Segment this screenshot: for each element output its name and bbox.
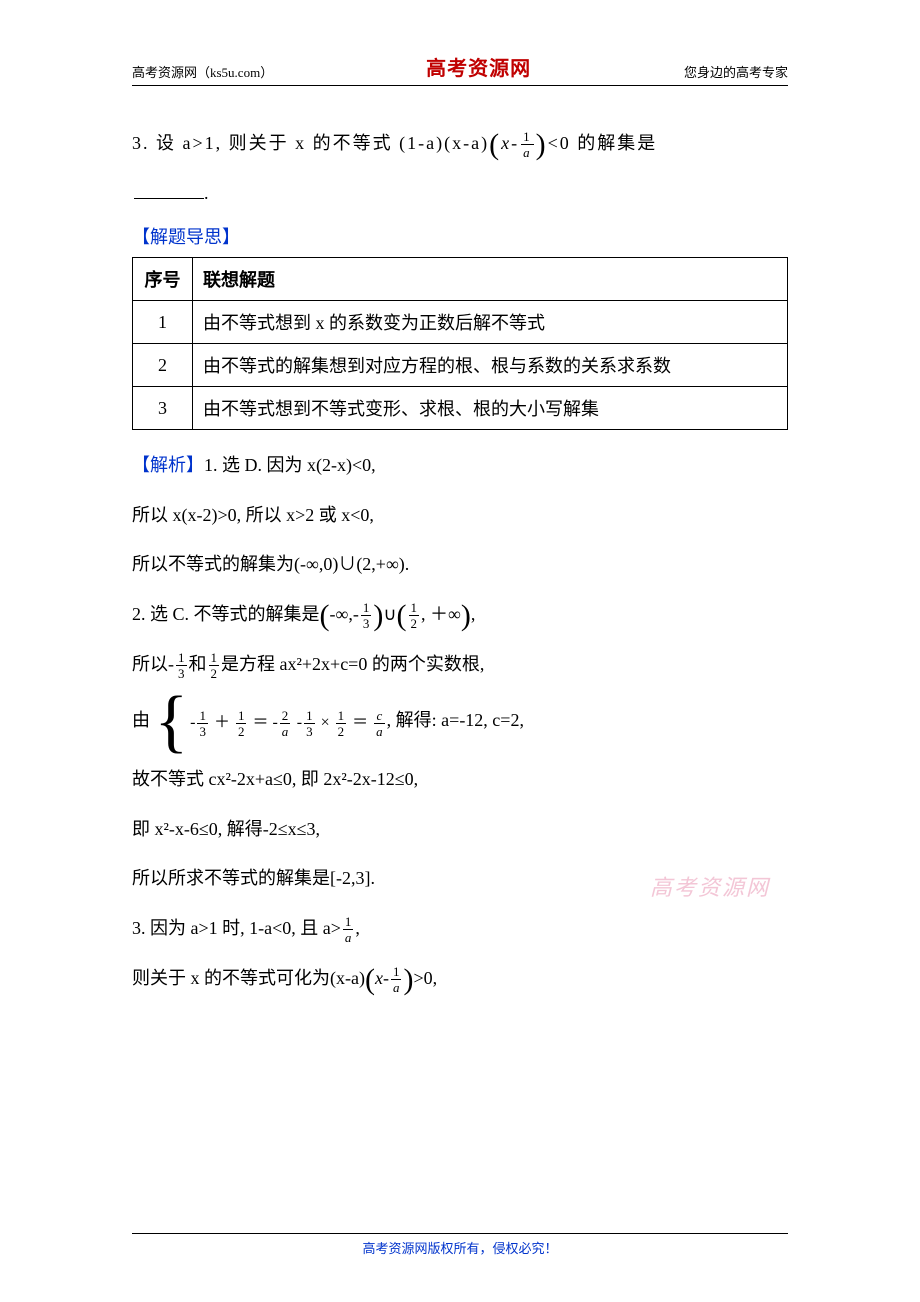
table-row: 3 由不等式想到不等式变形、求根、根的大小写解集 <box>133 387 788 430</box>
solution-1b: 所以 x(x-2)>0, 所以 x>2 或 x<0, <box>132 496 788 536</box>
sol3a-pre: 3. 因为 a>1 时, 1-a<0, 且 a> <box>132 918 341 938</box>
page-footer: 高考资源网版权所有，侵权必究！ <box>132 1233 788 1258</box>
left-brace-icon: { <box>155 694 189 750</box>
table-row: 序号 联想解题 <box>133 258 788 301</box>
sol3b-post: >0, <box>413 968 437 988</box>
left-paren-icon: ( <box>397 599 407 632</box>
hint-num: 3 <box>133 387 193 430</box>
solution-2d: 故不等式 cx²-2x+a≤0, 即 2x²-2x-12≤0, <box>132 760 788 800</box>
hint-text: 由不等式想到 x 的系数变为正数后解不等式 <box>193 301 788 344</box>
sol2b-mid: 和 <box>189 654 207 674</box>
q3-blank-line: . <box>132 174 788 214</box>
footer-text: 高考资源网版权所有，侵权必究！ <box>362 1241 557 1256</box>
sol2b-pre: 所以- <box>132 654 174 674</box>
q3-period: . <box>204 183 209 203</box>
right-paren-icon: ) <box>373 599 383 632</box>
right-paren-icon: ) <box>403 962 413 995</box>
page: 高考资源网（ks5u.com） 高考资源网 您身边的高考专家 3. 设 a>1,… <box>0 0 920 1302</box>
fraction: 12 <box>209 651 220 680</box>
solution-1c: 所以不等式的解集为(-∞,0)∪(2,+∞). <box>132 545 788 585</box>
fraction: 13 <box>176 651 187 680</box>
page-header: 高考资源网（ks5u.com） 高考资源网 您身边的高考专家 <box>132 52 788 86</box>
fill-blank <box>134 198 204 199</box>
equation-system: { -13 ＋ 12 ＝ -2a -13 × 12 ＝ ca <box>155 694 387 750</box>
solution-2e: 即 x²-x-6≤0, 解得-2≤x≤3, <box>132 810 788 850</box>
sys-pre: 由 <box>132 710 150 730</box>
system-row-1: -13 ＋ 12 ＝ -2a <box>190 714 292 731</box>
left-paren-icon: ( <box>489 128 501 161</box>
table-row: 1 由不等式想到 x 的系数变为正数后解不等式 <box>133 301 788 344</box>
system-rows: -13 ＋ 12 ＝ -2a -13 × 12 ＝ ca <box>190 702 387 742</box>
fraction: 12 <box>409 601 420 630</box>
hint-col-text: 联想解题 <box>193 258 788 301</box>
content-area: 3. 设 a>1, 则关于 x 的不等式 (1-a)(x-a)(x-1a)<0 … <box>132 86 788 998</box>
solution-3a: 3. 因为 a>1 时, 1-a<0, 且 a>1a, <box>132 909 788 949</box>
solution-2b: 所以-13和12是方程 ax²+2x+c=0 的两个实数根, <box>132 645 788 685</box>
system-row-2: -13 × 12 ＝ ca <box>297 714 387 731</box>
right-paren-icon: ) <box>461 599 471 632</box>
sol2b-post: 是方程 ax²+2x+c=0 的两个实数根, <box>221 654 484 674</box>
header-right: 您身边的高考专家 <box>684 62 788 81</box>
left-paren-icon: ( <box>320 599 330 632</box>
solution-2a: 2. 选 C. 不等式的解集是(-∞,-13)∪(12, ＋∞), <box>132 595 788 635</box>
sol1-a: 1. 选 D. 因为 x(2-x)<0, <box>204 455 376 475</box>
q3-prefix: 3. 设 a>1, 则关于 x 的不等式 (1-a)(x-a) <box>132 133 489 153</box>
sol3b-var: x <box>375 968 383 988</box>
fraction: 13 <box>361 601 372 630</box>
table-row: 2 由不等式的解集想到对应方程的根、根与系数的关系求系数 <box>133 344 788 387</box>
sol2a-pre: 2. 选 C. 不等式的解集是 <box>132 604 320 624</box>
hint-num: 2 <box>133 344 193 387</box>
hint-table: 序号 联想解题 1 由不等式想到 x 的系数变为正数后解不等式 2 由不等式的解… <box>132 257 788 430</box>
hint-text: 由不等式的解集想到对应方程的根、根与系数的关系求系数 <box>193 344 788 387</box>
hint-text: 由不等式想到不等式变形、求根、根的大小写解集 <box>193 387 788 430</box>
solution-2-system: 由 { -13 ＋ 12 ＝ -2a -13 × 12 ＝ ca , 解得: a… <box>132 694 788 750</box>
q3-fraction: 1a <box>521 130 534 159</box>
solution-3b: 则关于 x 的不等式可化为(x-a)(x-1a)>0, <box>132 959 788 999</box>
hint-col-num: 序号 <box>133 258 193 301</box>
solution-label: 【解析】 <box>132 455 204 475</box>
header-left: 高考资源网（ks5u.com） <box>132 62 273 81</box>
right-paren-icon: ) <box>536 128 548 161</box>
fraction: 1a <box>391 965 402 994</box>
q3-var: x <box>501 133 511 153</box>
hint-num: 1 <box>133 301 193 344</box>
sol3b-pre: 则关于 x 的不等式可化为(x-a) <box>132 968 365 988</box>
left-paren-icon: ( <box>365 962 375 995</box>
solution-1a: 【解析】1. 选 D. 因为 x(2-x)<0, <box>132 446 788 486</box>
sys-post: , 解得: a=-12, c=2, <box>387 710 524 730</box>
fraction: 1a <box>343 915 354 944</box>
header-center-logo: 高考资源网 <box>426 52 531 81</box>
hint-label: 【解题导思】 <box>132 223 788 249</box>
solution-2f: 所以所求不等式的解集是[-2,3]. <box>132 859 788 899</box>
question-3: 3. 设 a>1, 则关于 x 的不等式 (1-a)(x-a)(x-1a)<0 … <box>132 124 788 164</box>
q3-suffix: <0 的解集是 <box>548 133 658 153</box>
sol3a-post: , <box>355 918 360 938</box>
